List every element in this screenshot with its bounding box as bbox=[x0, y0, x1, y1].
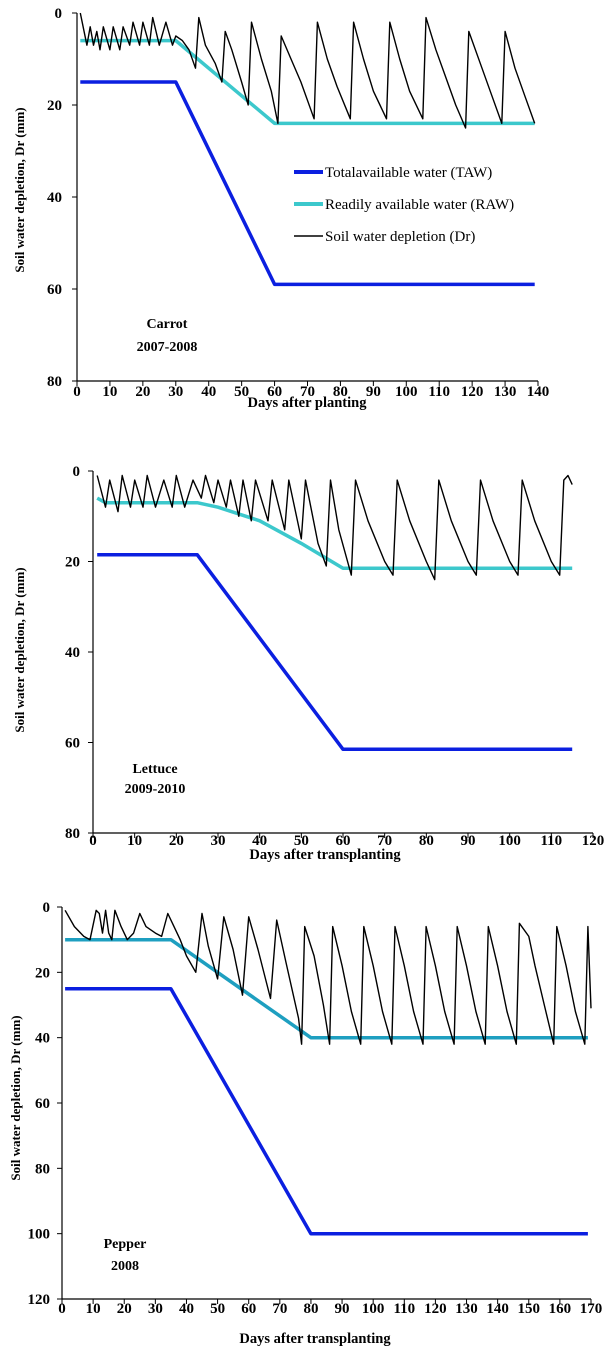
x-tick-label: 90 bbox=[461, 833, 476, 849]
x-tick-label: 110 bbox=[393, 1301, 415, 1317]
y-tick-label: 120 bbox=[28, 1292, 51, 1308]
x-tick-label: 80 bbox=[303, 1301, 318, 1317]
x-tick-label: 110 bbox=[540, 833, 562, 849]
x-tick-label: 90 bbox=[335, 1301, 350, 1317]
season-lettuce: 2009-2010 bbox=[125, 782, 186, 797]
series-pepper bbox=[64, 909, 592, 1236]
series-carrot bbox=[79, 12, 536, 287]
y-tick-label: 60 bbox=[35, 1096, 50, 1112]
y-tick-label: 60 bbox=[47, 282, 62, 298]
legend-label-taw: Totalavailable water (TAW) bbox=[325, 165, 492, 181]
y-axis-label-pepper: Soil water depletion, Dr (mm) bbox=[8, 1015, 23, 1180]
x-tick-label: 0 bbox=[89, 833, 97, 849]
x-tick-label: 120 bbox=[582, 833, 605, 849]
x-tick-label: 160 bbox=[549, 1301, 572, 1317]
y-tick-label: 40 bbox=[47, 190, 62, 206]
x-axis-label-pepper: Days after transplanting bbox=[239, 1331, 391, 1347]
x-tick-label: 80 bbox=[419, 833, 434, 849]
x-tick-label: 80 bbox=[333, 384, 348, 400]
x-tick-label: 130 bbox=[455, 1301, 478, 1317]
x-tick-label: 140 bbox=[527, 384, 550, 400]
x-tick-label: 120 bbox=[424, 1301, 447, 1317]
series-line-taw-pepper bbox=[65, 986, 588, 1236]
y-tick-label: 80 bbox=[47, 374, 62, 390]
series-line-taw-carrot bbox=[80, 80, 535, 287]
series-line-dr-lettuce bbox=[96, 474, 573, 581]
x-tick-label: 100 bbox=[362, 1301, 385, 1317]
y-tick-label: 100 bbox=[28, 1227, 51, 1243]
x-tick-label: 0 bbox=[58, 1301, 66, 1317]
legend-label-dr: Soil water depletion (Dr) bbox=[325, 229, 475, 245]
season-carrot: 2007-2008 bbox=[137, 340, 198, 355]
axes-carrot: 0 20 40 60 80 0 10 20 30 40 50 60 70 80 90 100 110 120 130… bbox=[47, 6, 549, 400]
y-axis-label-carrot: Soil water depletion, Dr (mm) bbox=[12, 107, 27, 272]
crop-name-lettuce: Lettuce bbox=[132, 762, 177, 777]
y-tick-label: 80 bbox=[35, 1161, 50, 1177]
x-tick-label: 50 bbox=[210, 1301, 225, 1317]
x-tick-label: 10 bbox=[86, 1301, 101, 1317]
x-tick-label: 120 bbox=[461, 384, 484, 400]
x-tick-label: 170 bbox=[580, 1301, 603, 1317]
x-tick-label: 20 bbox=[169, 833, 184, 849]
x-tick-label: 40 bbox=[252, 833, 267, 849]
x-tick-label: 10 bbox=[127, 833, 142, 849]
legend: Totalavailable water (TAW) Readily avail… bbox=[294, 165, 514, 245]
x-axis-label-lettuce: Days after transplanting bbox=[249, 847, 401, 863]
series-line-dr-carrot bbox=[79, 12, 536, 129]
y-tick-label: 40 bbox=[35, 1031, 50, 1047]
crop-name-carrot: Carrot bbox=[147, 317, 188, 332]
chart-carrot: 0 20 40 60 80 0 10 20 30 40 50 60 70 80 90 100 110 120 130… bbox=[12, 6, 549, 411]
x-tick-label: 40 bbox=[201, 384, 216, 400]
y-tick-label: 80 bbox=[65, 826, 80, 842]
axes-pepper: 0 20 40 60 80 100 120 0 10 20 30 40 50 60 70 80 90 100 110… bbox=[28, 900, 603, 1317]
chart-pepper: 0 20 40 60 80 100 120 0 10 20 30 40 50 60 70 80 90 100 110… bbox=[8, 900, 602, 1347]
x-tick-label: 90 bbox=[366, 384, 381, 400]
x-tick-label: 30 bbox=[211, 833, 226, 849]
series-lettuce bbox=[96, 474, 573, 752]
x-tick-label: 60 bbox=[267, 384, 282, 400]
x-tick-label: 60 bbox=[336, 833, 351, 849]
x-tick-label: 30 bbox=[148, 1301, 163, 1317]
x-tick-label: 70 bbox=[377, 833, 392, 849]
axes-lettuce: 0 20 40 60 80 0 10 20 30 40 50 60 70 80 90 100 110 120 bbox=[65, 464, 604, 849]
x-tick-label: 20 bbox=[117, 1301, 132, 1317]
x-tick-label: 70 bbox=[300, 384, 315, 400]
y-tick-label: 0 bbox=[43, 900, 51, 916]
series-line-taw-lettuce bbox=[97, 552, 573, 752]
x-tick-label: 100 bbox=[498, 833, 521, 849]
crop-name-pepper: Pepper bbox=[104, 1237, 147, 1252]
x-tick-label: 50 bbox=[234, 384, 249, 400]
season-pepper: 2008 bbox=[111, 1259, 139, 1274]
x-tick-label: 110 bbox=[428, 384, 450, 400]
y-tick-label: 0 bbox=[73, 464, 81, 480]
x-tick-label: 10 bbox=[102, 384, 117, 400]
y-tick-label: 20 bbox=[35, 965, 50, 981]
x-tick-label: 50 bbox=[294, 833, 309, 849]
x-tick-label: 70 bbox=[272, 1301, 287, 1317]
chart-lettuce: 0 20 40 60 80 0 10 20 30 40 50 60 70 80 90 100 110 120 So… bbox=[12, 464, 604, 863]
x-tick-label: 130 bbox=[494, 384, 517, 400]
x-tick-label: 40 bbox=[179, 1301, 194, 1317]
y-tick-label: 60 bbox=[65, 736, 80, 752]
x-axis-label-carrot: Days after planting bbox=[248, 395, 368, 411]
x-tick-label: 150 bbox=[518, 1301, 541, 1317]
x-tick-label: 0 bbox=[73, 384, 81, 400]
y-axis-label-lettuce: Soil water depletion, Dr (mm) bbox=[12, 567, 27, 732]
x-tick-label: 30 bbox=[168, 384, 183, 400]
series-line-dr-pepper bbox=[64, 909, 592, 1045]
x-tick-label: 100 bbox=[395, 384, 418, 400]
y-tick-label: 20 bbox=[65, 555, 80, 571]
y-tick-label: 40 bbox=[65, 645, 80, 661]
legend-label-raw: Readily available water (RAW) bbox=[325, 197, 514, 213]
y-tick-label: 20 bbox=[47, 98, 62, 114]
y-tick-label: 0 bbox=[55, 6, 63, 22]
x-tick-label: 60 bbox=[241, 1301, 256, 1317]
x-tick-label: 20 bbox=[135, 384, 150, 400]
x-tick-label: 140 bbox=[486, 1301, 509, 1317]
